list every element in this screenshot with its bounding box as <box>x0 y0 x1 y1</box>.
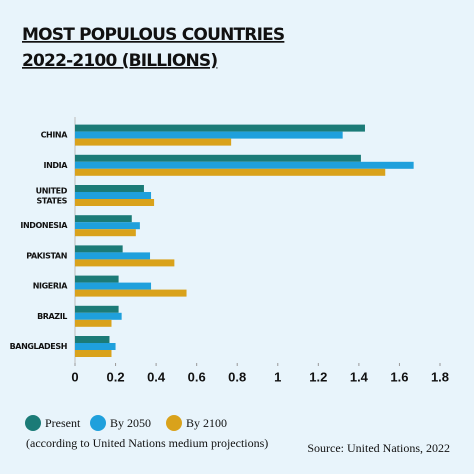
legend-swatch <box>90 415 106 431</box>
bar <box>75 192 152 199</box>
bar <box>75 199 155 206</box>
x-tick-label: 1.2 <box>309 369 327 384</box>
bar <box>75 229 136 237</box>
bar <box>75 343 116 350</box>
note: (according to United Nations medium proj… <box>26 436 268 450</box>
y-tick-label: UNITED STATES <box>36 186 68 205</box>
x-tick-label: 1.4 <box>350 369 369 384</box>
chart-title: MOST POPULOUS COUNTRIES <box>22 25 284 45</box>
bar <box>75 168 386 176</box>
legend-swatch <box>166 415 182 431</box>
bar <box>75 222 140 230</box>
y-tick-label: CHINA <box>41 131 69 140</box>
bar <box>75 185 144 192</box>
bar <box>75 289 187 297</box>
x-tick-label: 1.6 <box>390 369 408 384</box>
y-tick-label: INDONESIA <box>20 221 68 230</box>
bar <box>75 336 110 343</box>
legend-swatch <box>25 415 41 431</box>
x-tick-label: 0.4 <box>147 369 166 384</box>
source: Source: United Nations, 2022 <box>307 441 450 455</box>
bar <box>75 161 414 169</box>
x-tick-label: 0 <box>71 369 78 384</box>
bar <box>75 131 343 139</box>
x-tick-label: 1.8 <box>431 369 449 384</box>
bar <box>75 245 123 253</box>
x-tick-label: 0.8 <box>228 369 246 384</box>
bar <box>75 319 112 327</box>
legend-label: By 2100 <box>186 416 227 430</box>
bar <box>75 215 132 223</box>
y-tick-label: PAKISTAN <box>26 251 67 260</box>
bar <box>75 252 151 260</box>
legend-label: By 2050 <box>110 416 151 430</box>
bar <box>75 275 119 283</box>
chart-subtitle: 2022-2100 (BILLIONS) <box>22 51 217 71</box>
bar <box>75 138 232 146</box>
bar <box>75 350 112 357</box>
bar <box>75 124 365 132</box>
bar <box>75 154 361 162</box>
bar <box>75 312 122 320</box>
x-tick-label: 1 <box>274 369 281 384</box>
bar <box>75 305 119 313</box>
y-tick-label: BRAZIL <box>37 312 67 321</box>
y-tick-label: INDIA <box>44 161 69 170</box>
y-tick-label: BANGLADESH <box>10 342 67 351</box>
bar <box>75 282 152 290</box>
bar <box>75 259 175 267</box>
x-tick-label: 0.2 <box>107 369 125 384</box>
x-tick-label: 0.6 <box>188 369 206 384</box>
y-tick-label: NIGERIA <box>33 282 68 291</box>
legend-label: Present <box>45 416 81 430</box>
